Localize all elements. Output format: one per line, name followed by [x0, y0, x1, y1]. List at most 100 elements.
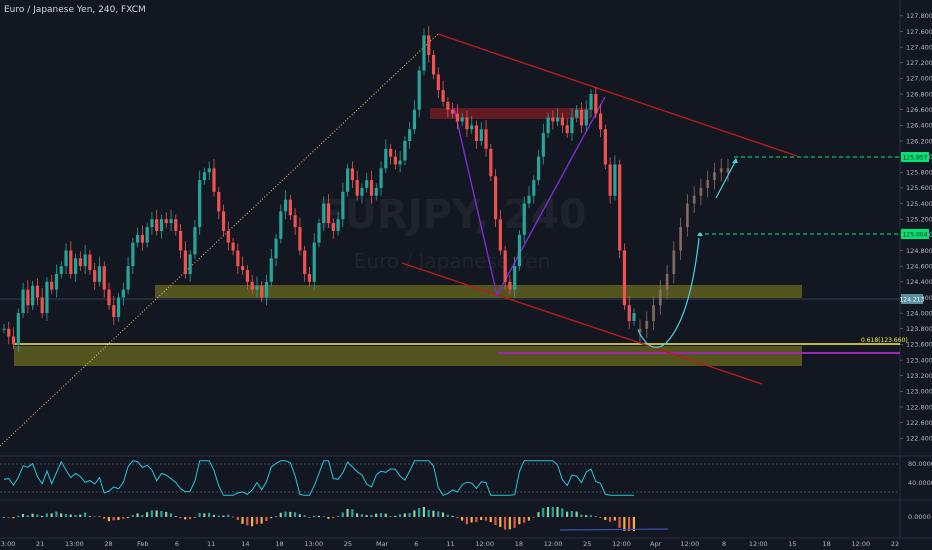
price-tick-label: 127.600 [906, 28, 932, 36]
candle [627, 295, 631, 329]
price-tick-label: 127.400 [906, 43, 932, 51]
candle [288, 194, 292, 221]
forecast-candle [726, 158, 730, 182]
macd-bar [513, 517, 516, 528]
candle [350, 161, 355, 188]
candle [59, 261, 63, 279]
price-tick-label: 125.600 [906, 184, 932, 192]
macd-bar [384, 513, 387, 517]
macd-bar [98, 516, 101, 517]
price-tick-label: 123.800 [906, 325, 932, 333]
time-tick-label: 12:00 [612, 540, 631, 548]
macd-bar [83, 512, 87, 517]
macd-bar [50, 513, 53, 517]
candle [303, 245, 307, 282]
macd-bar [542, 508, 545, 517]
candle [88, 249, 92, 275]
price-tick-label: 123.600 [906, 341, 932, 349]
candle [54, 264, 59, 298]
fib-label: 0.618(123.660) [861, 337, 908, 344]
macd-bar [327, 517, 330, 519]
candle [427, 25, 431, 63]
dotted-trendline[interactable] [0, 33, 439, 447]
macd-bar [122, 517, 125, 519]
macd-bar [150, 510, 153, 517]
time-tick-label: 12:00 [680, 540, 699, 548]
candle [393, 149, 397, 170]
channel-upper-trendline[interactable] [437, 33, 798, 157]
macd-bar [394, 515, 397, 517]
macd-bar [155, 510, 158, 517]
macd-bar [413, 510, 416, 517]
candle [255, 276, 259, 298]
macd-bar [422, 507, 425, 517]
projection-line-2[interactable] [715, 161, 736, 199]
candle [150, 212, 154, 235]
macd-bar [60, 513, 63, 517]
price-tick-label: 123.200 [906, 372, 932, 380]
price-tick-label: 124.000 [906, 309, 932, 317]
macd-bar [375, 513, 378, 517]
macd-bar [279, 512, 282, 517]
demand-zone-lower[interactable] [14, 346, 802, 366]
macd-bar [236, 517, 239, 520]
price-tick-label: 127.800 [906, 12, 932, 20]
candle [164, 212, 168, 228]
candle [274, 234, 278, 267]
candle [408, 122, 412, 149]
forecast-candle [719, 158, 723, 182]
time-tick-label: 13:00 [304, 540, 323, 548]
candle [560, 112, 565, 134]
macd-bar [332, 517, 335, 519]
candle [159, 214, 164, 239]
macd-bar [494, 517, 497, 526]
candle [226, 221, 230, 251]
candle [484, 119, 488, 157]
time-tick-label: 25 [583, 540, 591, 548]
macd-bar [403, 513, 406, 517]
macd-bar [231, 516, 235, 518]
price-tick-label: 122.600 [906, 419, 932, 427]
pattern-lines[interactable] [453, 96, 606, 297]
candle [73, 253, 78, 282]
projection-curve[interactable] [637, 237, 700, 348]
macd-bar [523, 517, 526, 523]
candle [169, 209, 173, 231]
candle [522, 196, 526, 243]
macd-bar [2, 517, 5, 518]
time-tick-label: 25 [344, 540, 352, 548]
macd-bar [561, 508, 564, 517]
candle [532, 175, 536, 204]
macd-bar [480, 517, 483, 520]
resistance-zone[interactable] [430, 108, 590, 119]
candle [536, 149, 541, 185]
macd-bar [26, 515, 29, 517]
macd-bar [527, 517, 530, 521]
macd-bar [613, 517, 616, 521]
macd-bar [64, 514, 68, 517]
candle [250, 274, 254, 295]
chart-title: Euro / Japanese Yen, 240, FXCM [4, 5, 146, 15]
macd-bar [179, 517, 182, 519]
macd-bar [437, 511, 440, 517]
candle [145, 222, 149, 248]
macd-bar [198, 513, 201, 517]
candle [78, 251, 82, 271]
candle [217, 187, 221, 220]
macd-bar [217, 515, 220, 517]
forecast-candle [699, 178, 703, 206]
demand-zone-upper[interactable] [155, 285, 802, 298]
channel-lower-trendline[interactable] [401, 262, 763, 385]
macd-bar [628, 517, 631, 531]
rsi-tick-40: 40.0000 [908, 479, 932, 487]
candle [632, 308, 636, 326]
macd-bar [313, 515, 316, 517]
macd-bar [298, 514, 301, 517]
macd-signal-line [559, 528, 669, 531]
candle [388, 144, 393, 165]
time-tick-label: 18 [515, 540, 523, 548]
candle [460, 112, 464, 127]
time-tick-label: 8 [722, 540, 726, 548]
candle [326, 194, 331, 228]
